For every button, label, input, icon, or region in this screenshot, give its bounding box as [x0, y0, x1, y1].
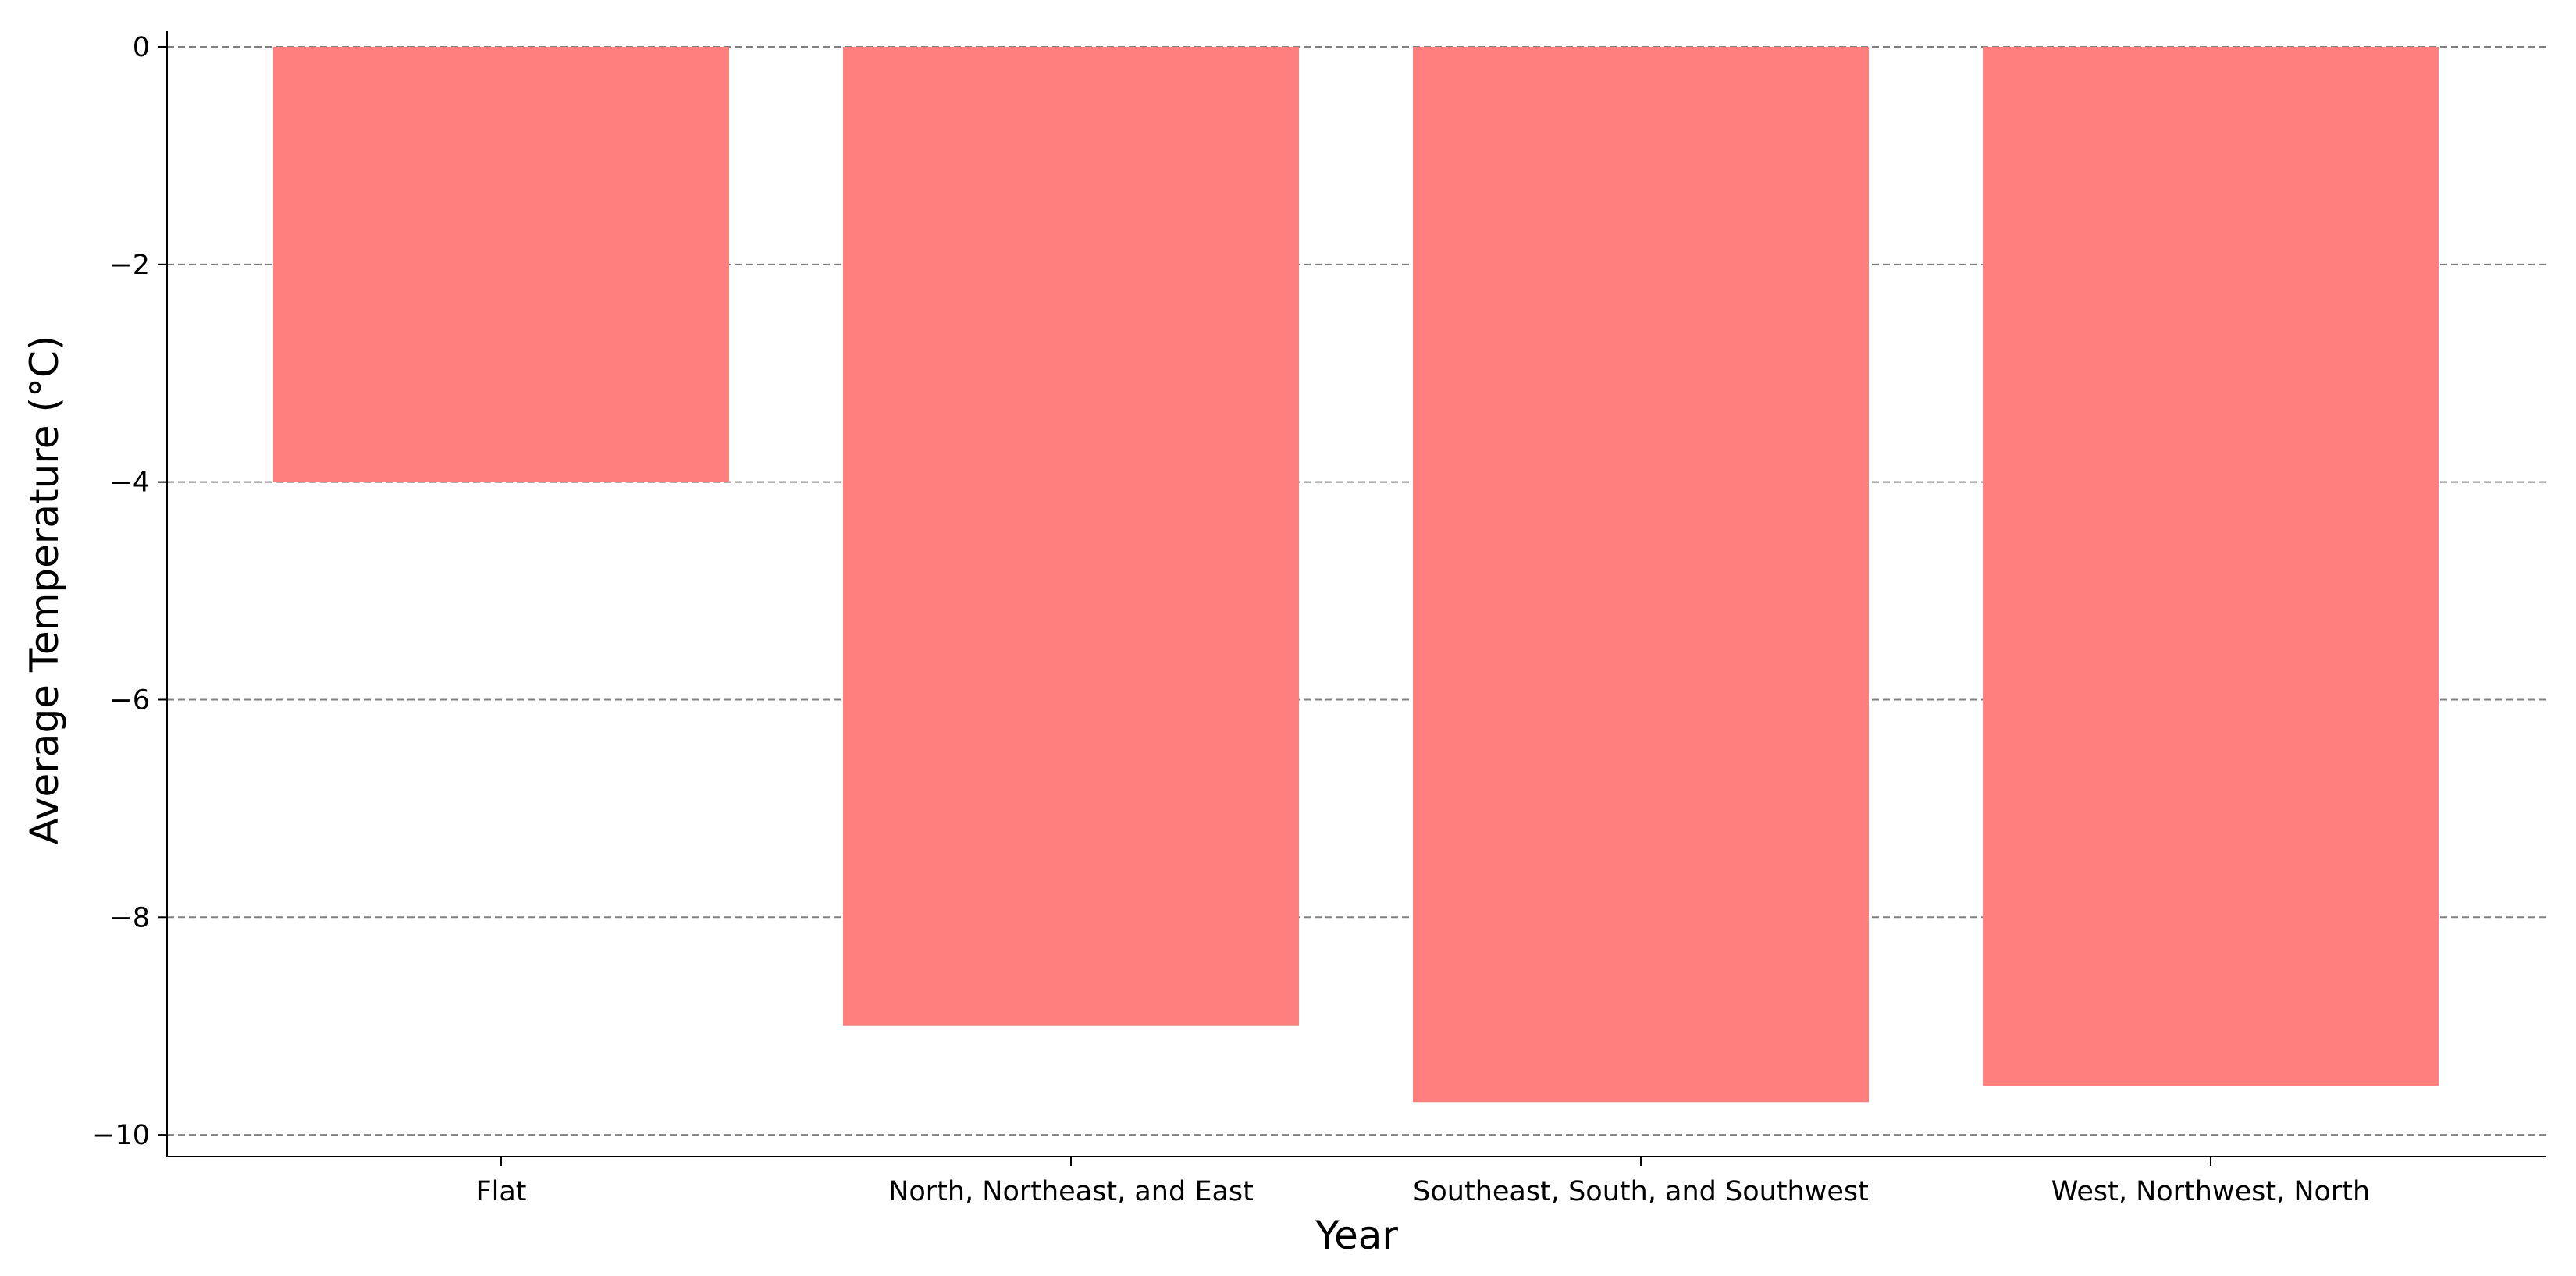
axes: [166, 31, 2546, 1157]
bar: [1983, 47, 2439, 1086]
y-tick-label: −2: [109, 250, 150, 281]
bar: [273, 47, 729, 482]
x-ticks: Flat North, Northeast, and East Southeast,…: [475, 1157, 2370, 1207]
y-tick-label: −8: [109, 902, 150, 933]
bar: [843, 47, 1299, 1026]
y-tick-label: −4: [109, 467, 150, 499]
x-tick-label: Southeast, South, and Southwest: [1413, 1176, 1869, 1207]
y-tick-label: −6: [109, 684, 150, 716]
x-tick-label: West, Northwest, North: [2051, 1176, 2370, 1207]
x-tick-label: North, Northeast, and East: [888, 1176, 1254, 1207]
y-ticks: 0 −2 −4 −6 −8 −10: [92, 32, 167, 1151]
y-axis-title: Average Temperature (°C): [22, 336, 67, 845]
bars: [273, 47, 2439, 1103]
x-tick-label: Flat: [475, 1176, 526, 1207]
y-tick-label: 0: [133, 32, 150, 63]
y-tick-label: −10: [92, 1120, 150, 1151]
x-axis-title: Year: [1315, 1213, 1398, 1258]
bar: [1413, 47, 1869, 1103]
